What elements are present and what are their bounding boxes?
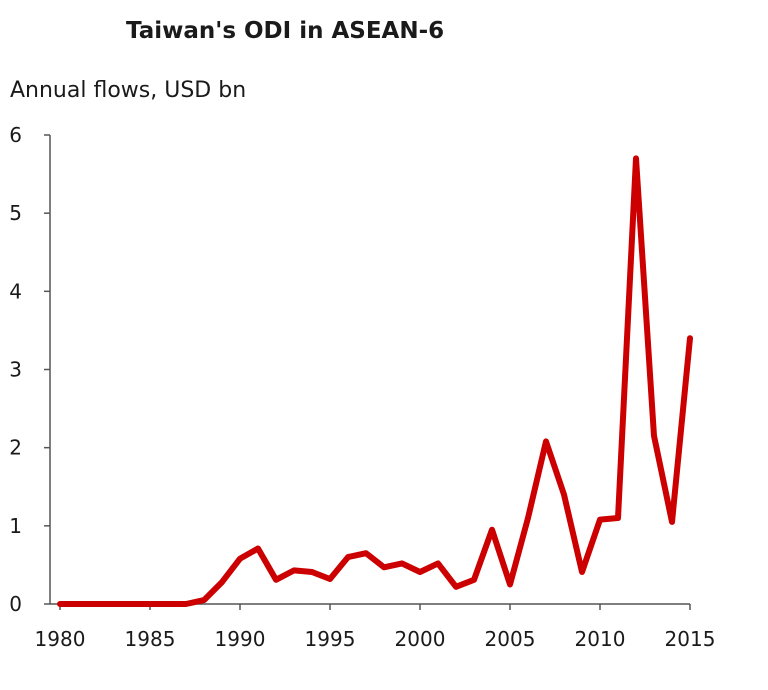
x-axis-ticks: 1980 1985 1990 1995 2000 2005 2010 2015 xyxy=(35,604,716,651)
x-tick-label: 2005 xyxy=(485,627,536,651)
series-line-0 xyxy=(57,155,693,607)
y-tick-label: 1 xyxy=(9,514,22,538)
y-tick-label: 5 xyxy=(9,201,22,225)
x-tick-label: 1990 xyxy=(215,627,266,651)
y-tick-label: 3 xyxy=(9,358,22,382)
x-tick-label: 2010 xyxy=(575,627,626,651)
x-tick-label: 2000 xyxy=(395,627,446,651)
series-group xyxy=(57,155,693,607)
y-tick-label: 0 xyxy=(9,592,22,616)
x-tick-label: 2015 xyxy=(665,627,716,651)
y-tick-label: 6 xyxy=(9,123,22,147)
x-tick-label: 1985 xyxy=(125,627,176,651)
chart-title: Taiwan's ODI in ASEAN-6 xyxy=(126,18,445,44)
y-tick-label: 4 xyxy=(9,279,22,303)
x-tick-label: 1995 xyxy=(305,627,356,651)
y-tick-label: 2 xyxy=(9,436,22,460)
chart-subtitle: Annual flows, USD bn xyxy=(10,78,247,103)
x-tick-label: 1980 xyxy=(35,627,86,651)
y-axis-ticks: 0 1 2 3 4 5 6 xyxy=(9,123,50,616)
